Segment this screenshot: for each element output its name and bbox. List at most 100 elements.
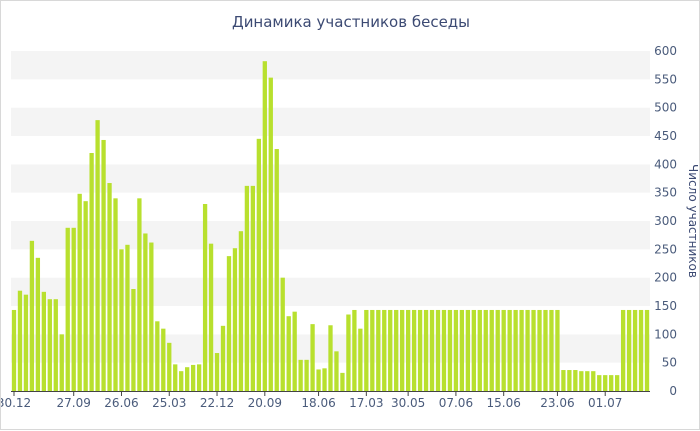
bar [519, 309, 524, 391]
y-axis-title: Число участников [686, 164, 700, 278]
bar [609, 375, 614, 391]
bars [11, 61, 650, 391]
bar [220, 325, 226, 391]
x-tick-label: 22.12 [200, 396, 234, 410]
bar [465, 309, 471, 391]
bar [591, 371, 596, 391]
bar [23, 294, 29, 391]
x-tick-label: 18.06 [301, 396, 335, 410]
bar [83, 201, 88, 391]
bar [232, 248, 238, 391]
chart-title: Динамика участников беседы [231, 13, 471, 31]
bar [429, 309, 435, 391]
bar [495, 309, 500, 391]
x-tick-label: 23.06 [540, 396, 574, 410]
x-tick-label: 20.09 [248, 396, 282, 410]
bar [107, 183, 112, 391]
bar [226, 256, 232, 391]
bar [435, 309, 441, 391]
y-tick-label: 200 [654, 271, 677, 285]
bar [131, 289, 136, 391]
bar [388, 309, 393, 391]
bar [585, 371, 590, 391]
bar [316, 369, 321, 391]
x-tick-label: 25.03 [152, 396, 186, 410]
bar [459, 309, 465, 391]
bar [137, 198, 142, 391]
bar [65, 227, 70, 391]
bar [208, 243, 214, 391]
bar [161, 328, 166, 391]
bar [453, 309, 459, 391]
grid-band [11, 164, 650, 193]
grid-band [11, 192, 650, 221]
bar [286, 316, 291, 391]
grid-band [11, 249, 650, 278]
y-axis-ticks: 0 50 100 150 200 250 300 350 400 450 500 550 600 [654, 44, 677, 398]
bar [573, 370, 578, 391]
bar [549, 309, 554, 391]
bar [376, 309, 381, 391]
bar [256, 138, 261, 391]
bar [143, 233, 148, 391]
x-tick-label: 30.05 [391, 396, 425, 410]
bar [352, 309, 357, 391]
bar [603, 375, 608, 391]
bar [113, 198, 118, 391]
bar [119, 249, 124, 391]
bar [561, 370, 566, 391]
bar [244, 185, 250, 391]
x-tick-label: 07.06 [439, 396, 473, 410]
bar [202, 204, 208, 391]
bar [417, 309, 423, 391]
bar [59, 334, 64, 391]
y-tick-label: 550 [654, 72, 677, 86]
grid-band [11, 107, 650, 136]
bar [196, 364, 202, 391]
grid-band [11, 136, 650, 165]
bar [238, 231, 244, 391]
bar [405, 309, 411, 391]
bar [167, 342, 172, 391]
bar [644, 309, 650, 391]
y-tick-label: 450 [654, 129, 677, 143]
bar [638, 309, 644, 391]
y-tick-label: 100 [654, 327, 677, 341]
bar [35, 257, 41, 391]
bar [441, 309, 447, 391]
bar [155, 321, 160, 391]
x-tick-label: 27.09 [57, 396, 91, 410]
bar [89, 153, 94, 391]
bar [310, 324, 315, 391]
bar [364, 309, 369, 391]
bar [304, 359, 309, 391]
y-tick-label: 0 [669, 384, 677, 398]
bar [101, 139, 106, 391]
bar [483, 309, 488, 391]
bar [471, 309, 476, 391]
x-tick-label: 01.07 [588, 396, 622, 410]
bar [334, 351, 339, 391]
bar [501, 309, 506, 391]
bar [71, 227, 76, 391]
bar [423, 309, 429, 391]
bar [632, 309, 638, 391]
bar [620, 309, 626, 391]
grid-band [11, 277, 650, 306]
bar [95, 120, 100, 391]
bar [615, 375, 620, 391]
bar [489, 309, 494, 391]
bar [382, 309, 387, 391]
bar [262, 61, 267, 391]
bar [477, 309, 482, 391]
bar [250, 185, 256, 391]
bar [626, 309, 632, 391]
bar [190, 364, 196, 391]
bar [513, 309, 518, 391]
y-tick-label: 350 [654, 186, 677, 200]
grid-band [11, 51, 650, 80]
bar [268, 77, 273, 391]
bar [125, 244, 130, 391]
grid-band [11, 221, 650, 250]
